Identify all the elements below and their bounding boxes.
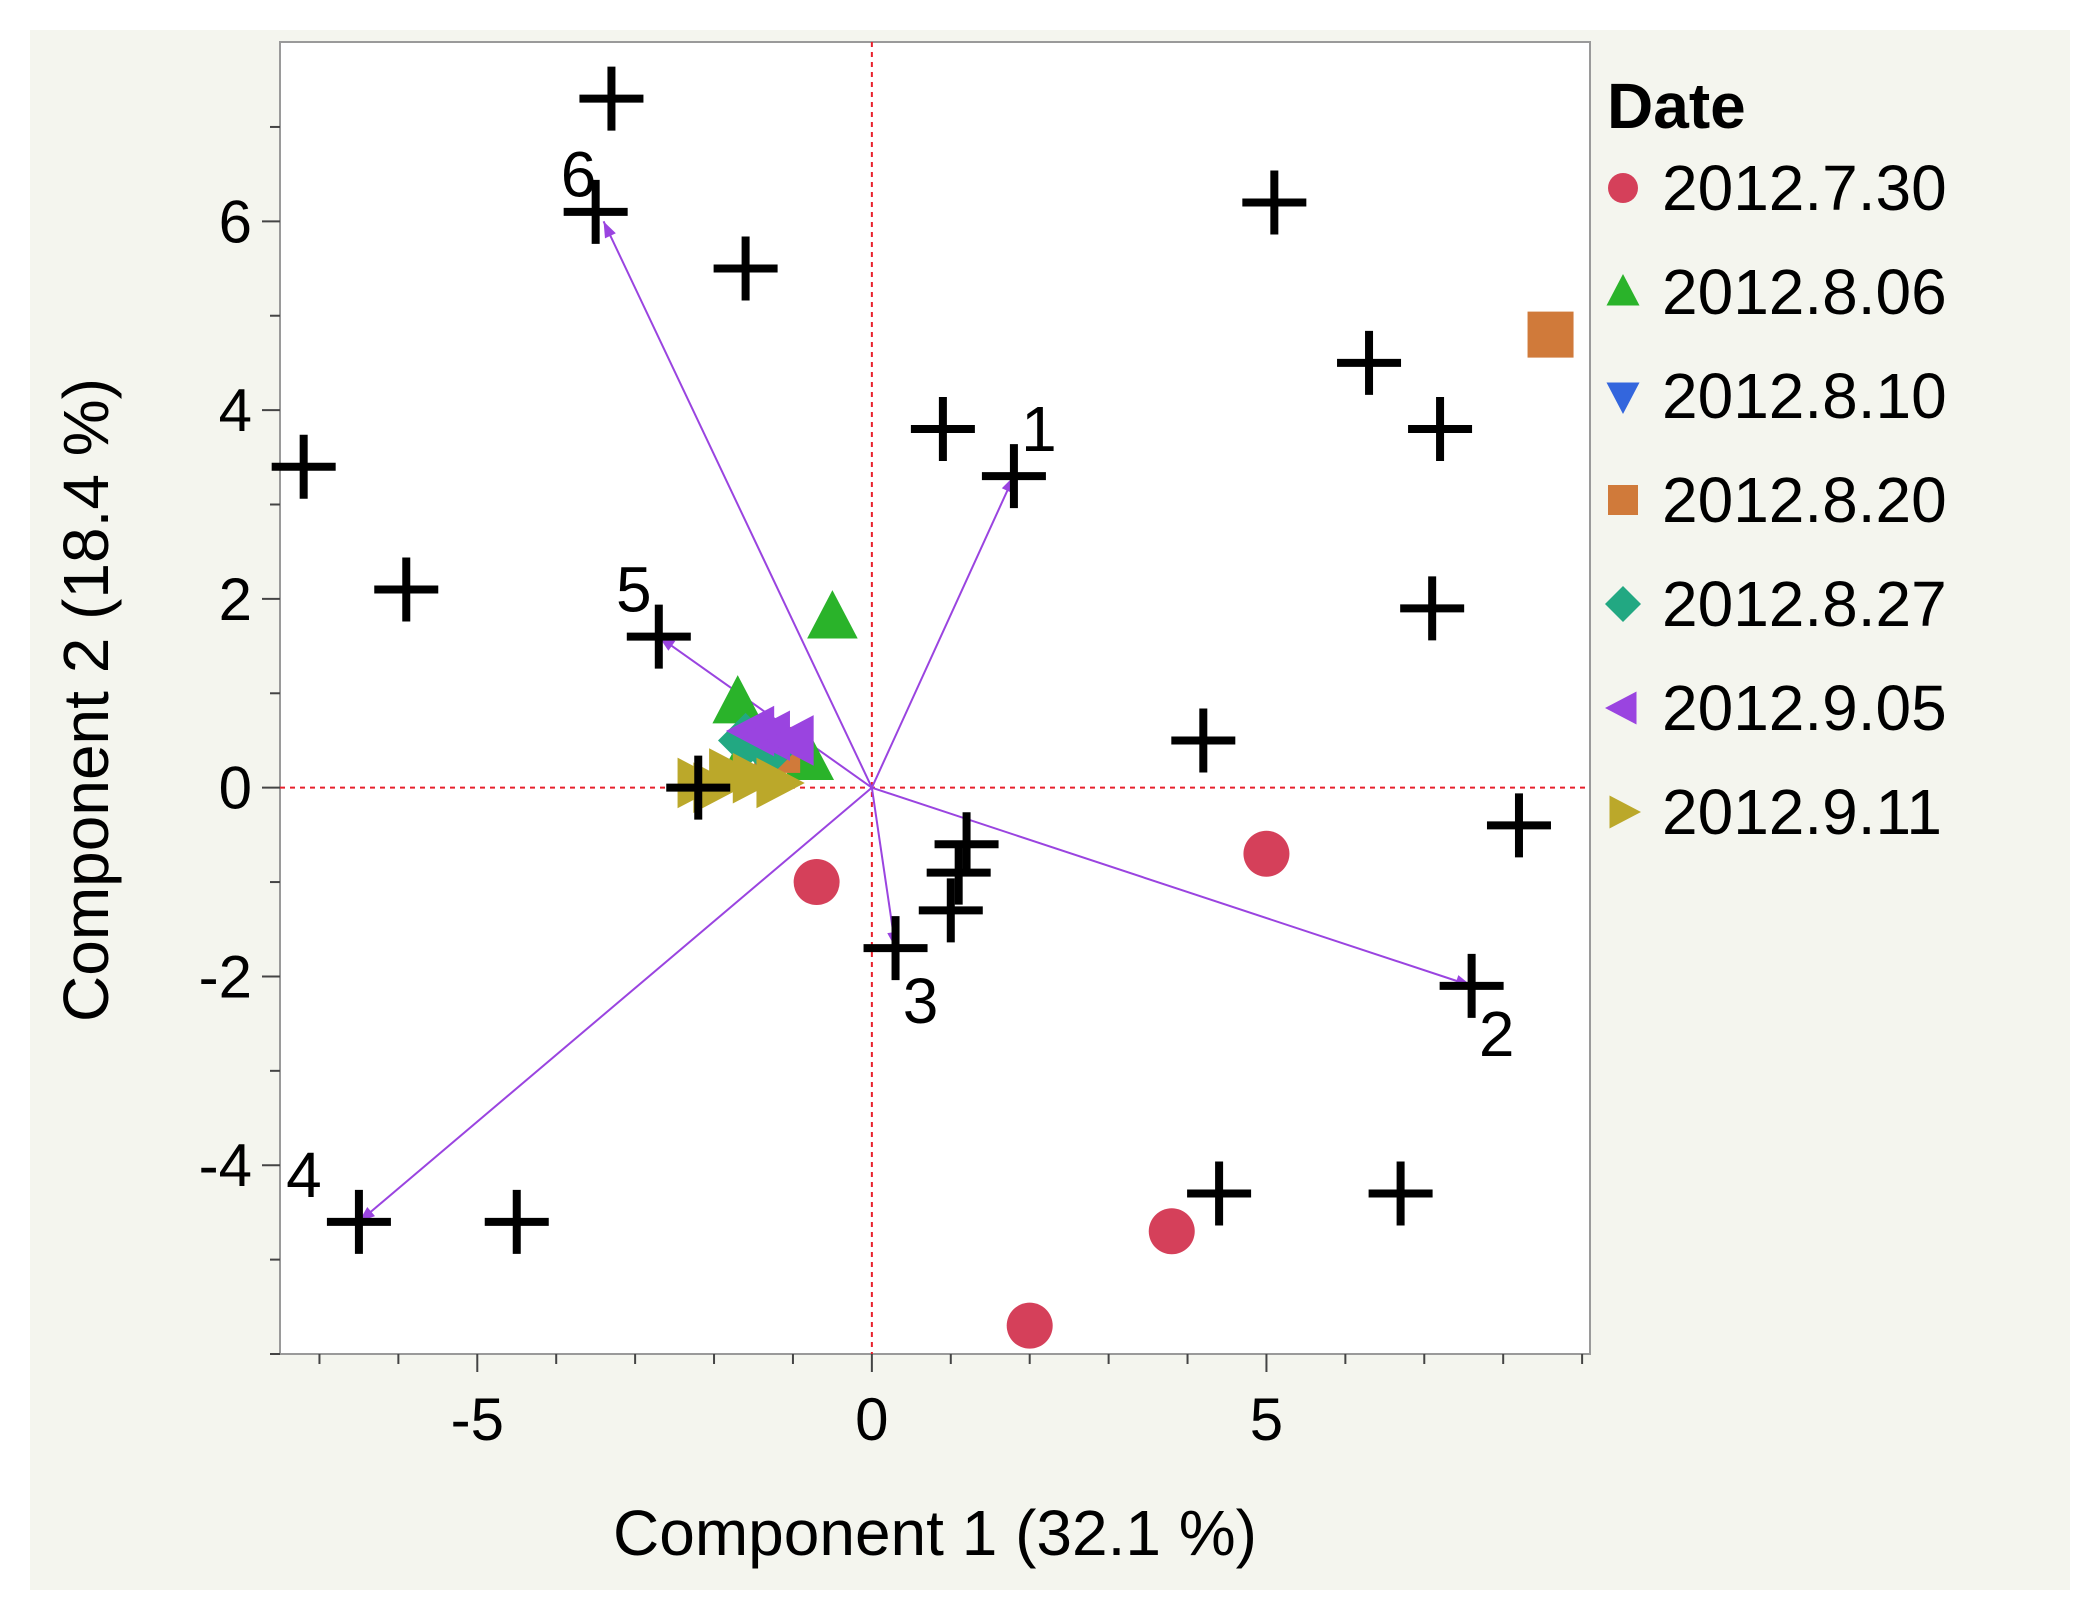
legend-entry: 2012.8.06: [1606, 256, 1947, 328]
y-tick-label: 4: [219, 377, 252, 444]
plus-marker: [579, 66, 644, 131]
point-2012-7-30: [1243, 830, 1290, 877]
reference-lines: [280, 42, 1590, 1354]
plus-marker: [863, 916, 928, 981]
point-2012-9-05: [741, 710, 790, 762]
plus-marker: [910, 396, 975, 461]
legend-label: 2012.8.06: [1662, 256, 1947, 328]
loading-label-6: 6: [561, 138, 597, 210]
plus-marker: [563, 179, 628, 244]
loading-label-1: 1: [1021, 393, 1057, 465]
point-2012-9-05: [765, 715, 814, 766]
x-axis: -5 0 5: [318, 1354, 1584, 1453]
score-points: [677, 311, 1574, 1349]
legend-label: 2012.8.27: [1662, 568, 1947, 640]
point-2012-9-11: [756, 757, 805, 809]
plus-marker: [1400, 576, 1465, 641]
plus-marker: [1439, 953, 1504, 1018]
plus-marker: [1187, 1161, 1252, 1226]
y-tick-label: -4: [199, 1132, 252, 1199]
legend-title: Date: [1607, 70, 1746, 142]
plus-marker: [1368, 1161, 1433, 1226]
legend-marker-circle: [1608, 173, 1638, 203]
plus-marker: [374, 557, 439, 622]
point-2012-7-30: [1006, 1302, 1053, 1349]
point-2012-8-06: [712, 675, 764, 724]
point-2012-7-30: [1148, 1208, 1195, 1255]
plus-marker: [1242, 170, 1307, 235]
legend-label: 2012.9.11: [1662, 776, 1942, 848]
plus-marker: [934, 812, 999, 877]
y-axis-title: Component 2 (18.4 %): [50, 378, 122, 1022]
x-tick-label: 5: [1250, 1386, 1283, 1453]
x-tick-label: 0: [855, 1386, 888, 1453]
y-tick-label: 2: [219, 566, 252, 633]
legend-entry: 2012.9.05: [1605, 672, 1947, 744]
plus-marker: [666, 755, 731, 820]
loading-vector-1: [870, 475, 1015, 789]
point-2012-8-20: [1527, 311, 1574, 358]
loading-arrowhead-6: [603, 221, 616, 239]
plus-marker: [918, 878, 983, 943]
legend-marker-triangle-up: [1606, 274, 1640, 306]
loading-label-4: 4: [286, 1139, 322, 1211]
legend: Date 2012.7.30 2012.8.06 2012.8.10 2012.8.2…: [1605, 70, 1947, 848]
loading-vector-2: [871, 786, 1472, 987]
plus-marker: [271, 434, 336, 499]
point-2012-8-06: [807, 590, 858, 639]
plot-area: [279, 41, 1591, 1355]
loading-label-5: 5: [616, 554, 652, 626]
legend-marker-diamond: [1605, 586, 1641, 622]
plus-marker: [1171, 708, 1236, 773]
loading-label-2: 2: [1479, 998, 1515, 1070]
y-tick-label: -2: [199, 943, 252, 1010]
legend-entry: 2012.8.20: [1608, 464, 1947, 536]
plus-marker: [326, 1189, 391, 1254]
legend-label: 2012.9.05: [1662, 672, 1947, 744]
plus-marker: [981, 444, 1046, 509]
plus-marker: [1337, 330, 1402, 395]
legend-entry: 2012.9.11: [1609, 776, 1942, 848]
plus-marker: [484, 1189, 549, 1254]
loading-vector-6: [602, 220, 873, 789]
legend-marker-triangle-left: [1605, 691, 1637, 725]
plus-marker: [1486, 793, 1551, 858]
legend-entry: 2012.8.27: [1605, 568, 1947, 640]
y-tick-label: 0: [219, 755, 252, 822]
x-tick-label: -5: [451, 1386, 504, 1453]
plus-marker: [1408, 396, 1473, 461]
legend-marker-triangle-right: [1609, 795, 1641, 829]
plus-marker: [626, 604, 691, 669]
plus-marker: [713, 236, 778, 301]
loading-labels: 1 2 3 4 5 6: [286, 138, 1514, 1211]
legend-entry: 2012.7.30: [1608, 152, 1947, 224]
loading-vector-4: [358, 786, 873, 1223]
point-2012-7-30: [793, 859, 840, 906]
y-axis: -4 -2 0 2 4 6: [199, 125, 280, 1355]
x-axis-title: Component 1 (32.1 %): [613, 1497, 1257, 1569]
loading-label-3: 3: [903, 965, 939, 1037]
plus-markers: [271, 66, 1551, 1254]
legend-label: 2012.7.30: [1662, 152, 1947, 224]
legend-entry: 2012.8.10: [1606, 360, 1947, 432]
y-tick-label: 6: [219, 188, 252, 255]
legend-label: 2012.8.20: [1662, 464, 1947, 536]
legend-label: 2012.8.10: [1662, 360, 1947, 432]
plus-marker: [926, 840, 991, 905]
legend-marker-triangle-down: [1606, 382, 1640, 414]
legend-marker-square: [1608, 485, 1638, 515]
